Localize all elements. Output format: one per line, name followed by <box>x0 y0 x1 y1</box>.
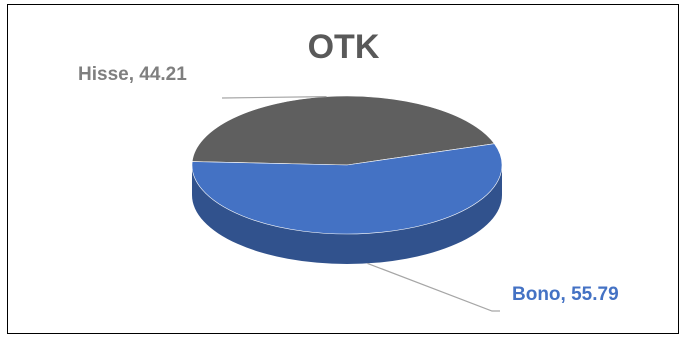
data-label-bono: Bono, 55.79 <box>512 284 619 305</box>
leader-line-bono <box>367 262 500 312</box>
leader-lines <box>221 96 500 312</box>
data-label-hisse: Hisse, 44.21 <box>78 64 187 85</box>
pie-group <box>191 95 503 264</box>
pie-slice-hisse <box>191 95 495 166</box>
chart-title: OTK <box>307 28 380 66</box>
leader-line-hisse <box>221 96 327 99</box>
pie-side-bono <box>192 165 502 264</box>
pie-slice-bono <box>191 143 503 235</box>
